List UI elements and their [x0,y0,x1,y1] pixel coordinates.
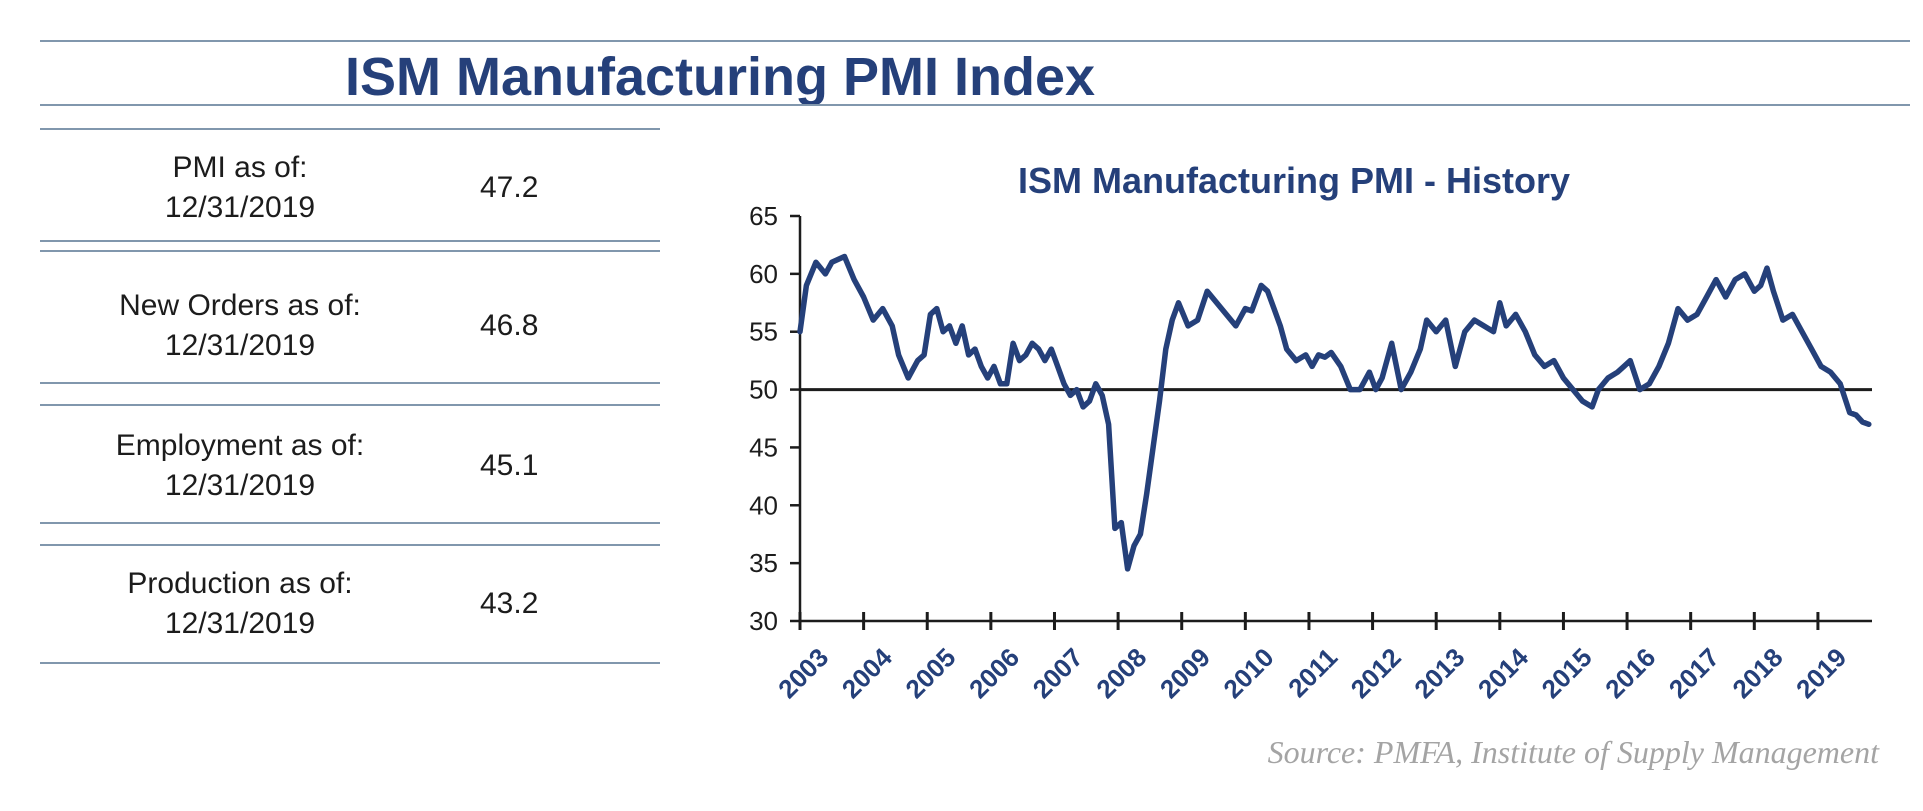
x-tick-label: 2007 [1027,642,1089,704]
x-tick-label: 2010 [1217,642,1279,704]
series-layer [797,253,1872,572]
stat-rule [40,662,660,664]
employment-value: 45.1 [480,449,539,482]
x-tick-label: 2017 [1663,642,1725,704]
source-text: Source: PMFA, Institute of Supply Manage… [1267,734,1879,770]
pmi-value: 47.2 [480,171,539,204]
stat-rule [40,240,660,242]
x-tick-label: 2016 [1599,642,1661,704]
stat-rule [40,382,660,384]
x-tick-label: 2011 [1282,642,1343,703]
title-bottom-rule [40,104,1910,106]
employment-label: Employment as of: 12/31/2019 [40,426,440,506]
y-tick-label: 60 [749,259,778,289]
x-tick-label: 2009 [1154,642,1216,704]
axes-layer: 30 35 40 45 50 55 60 65 2003 2004 2005 2006 2007 2008… [749,201,1872,704]
production-label: Production as of: 12/31/2019 [40,564,440,644]
stat-label-line2: 12/31/2019 [164,607,316,640]
new-orders-label: New Orders as of: 12/31/2019 [40,286,440,366]
x-tick-label: 2005 [899,642,961,704]
x-tick-label: 2004 [836,642,898,704]
stat-label-line1: Employment as of: [115,429,365,462]
stat-label-line2: 12/31/2019 [164,191,316,224]
stat-label-line1: Production as of: [127,567,353,600]
y-tick-label: 65 [749,201,778,231]
y-tick-label: 55 [749,317,778,347]
new-orders-value: 46.8 [480,309,539,342]
stat-label-line2: 12/31/2019 [164,469,316,502]
x-tick-label: 2008 [1090,642,1152,704]
stat-rule [40,522,660,524]
y-tick-label: 40 [749,490,778,520]
title-top-rule [40,40,1910,42]
stat-label-line1: PMI as of: [172,151,308,184]
y-tick-label: 45 [749,432,778,462]
x-tick-label: 2018 [1726,642,1788,704]
pmi-series-line [797,253,1872,572]
stat-rule [40,404,660,406]
x-tick-label: 2015 [1536,642,1598,704]
x-tick-label: 2019 [1790,642,1852,704]
page-title: ISM Manufacturing PMI Index [344,47,1096,107]
chart-title: ISM Manufacturing PMI - History [1018,160,1570,201]
stat-label-line1: New Orders as of: [119,289,361,322]
x-tick-label: 2012 [1345,642,1407,704]
y-tick-label: 30 [749,606,778,636]
pmi-label: PMI as of: 12/31/2019 [40,148,440,228]
production-value: 43.2 [480,587,539,620]
stat-rule [40,250,660,252]
x-tick-label: 2013 [1408,642,1470,704]
y-tick-label: 50 [749,375,778,405]
x-tick-label: 2003 [772,642,834,704]
x-tick-label: 2006 [963,642,1025,704]
y-tick-label: 35 [749,548,778,578]
stat-rule [40,544,660,546]
x-tick-label: 2014 [1472,642,1534,704]
stat-rule [40,128,660,130]
stat-label-line2: 12/31/2019 [164,329,316,362]
